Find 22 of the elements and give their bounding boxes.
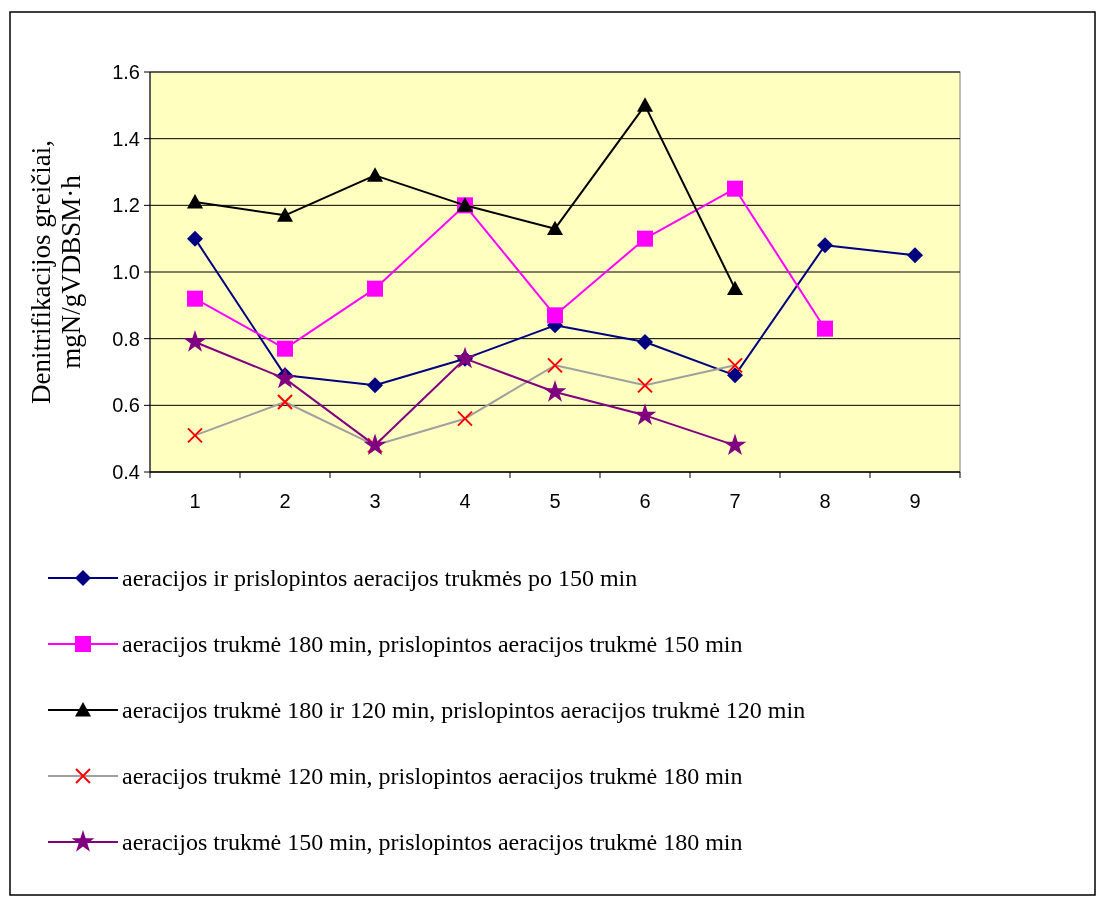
- x-tick-label: 6: [639, 490, 651, 512]
- x-tick-label: 9: [909, 490, 921, 512]
- legend-label: aeracijos ir prislopintos aeracijos trukmės po 150 min: [122, 565, 638, 592]
- legend-label: aeracijos trukmė 120 min, prislopintos aeracijos trukmė 180 min: [122, 763, 743, 790]
- y-tick-label: 0.4: [112, 461, 140, 483]
- y-tick-label: 1.6: [112, 61, 140, 83]
- y-axis-title: Denitrifikacijos greičiai, mgN/gVDBSM·h: [26, 140, 86, 404]
- x-tick-label: 4: [459, 490, 471, 512]
- x-tick-label: 5: [549, 490, 561, 512]
- x-tick-label: 2: [279, 490, 291, 512]
- legend-label: aeracijos trukmė 180 min, prislopintos aeracijos trukmė 150 min: [122, 631, 743, 658]
- y-tick-label: 0.6: [112, 394, 140, 417]
- legend-label: aeracijos trukmė 180 ir 120 min, prislopintos aeracijos trukmė 120 min: [122, 697, 806, 724]
- x-tick-label: 3: [369, 490, 381, 512]
- y-tick-label: 0.8: [112, 327, 140, 350]
- x-tick-label: 1: [189, 490, 201, 512]
- x-tick-label: 7: [729, 490, 741, 512]
- x-tick-label: 8: [819, 490, 831, 512]
- y-tick-label: 1.4: [112, 127, 140, 150]
- legend-label: aeracijos trukmė 150 min, prislopintos aeracijos trukmė 180 min: [122, 829, 743, 856]
- y-tick-label: 1.0: [112, 261, 140, 283]
- y-tick-label: 1.2: [112, 194, 140, 217]
